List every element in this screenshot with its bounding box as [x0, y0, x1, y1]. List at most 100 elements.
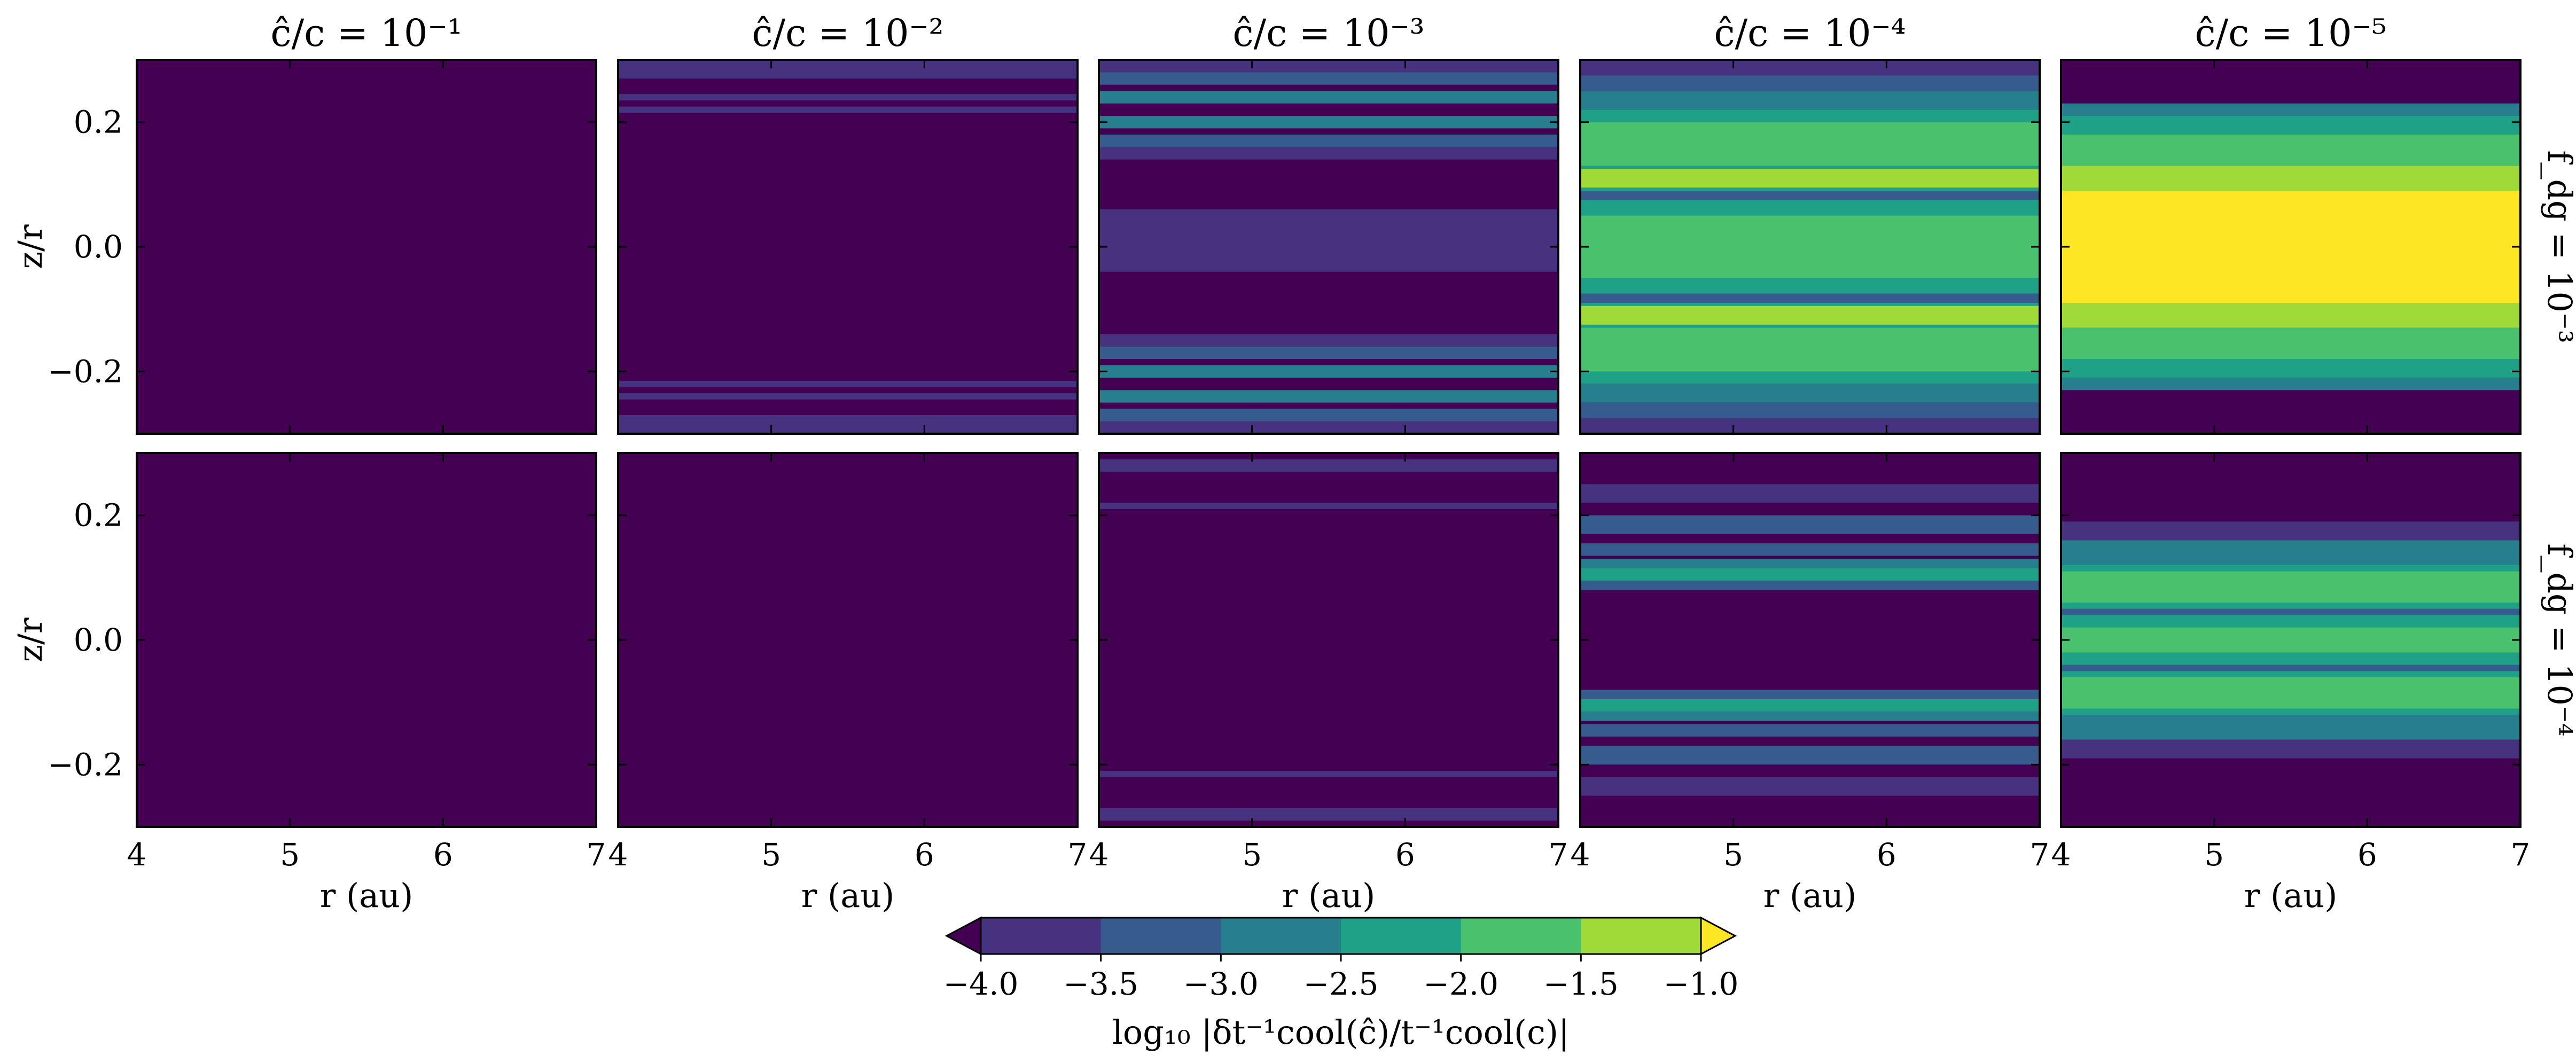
panel-r0-c4	[2060, 59, 2522, 435]
contour-band	[2061, 571, 2520, 603]
x-tick-label: 4	[1089, 837, 1109, 873]
row-label: f_dg = 10⁻⁴	[2540, 543, 2576, 736]
contour-band	[2061, 627, 2520, 653]
contour-band	[1099, 409, 1558, 421]
x-tick-label: 6	[915, 837, 934, 873]
x-tick-label: 4	[1571, 837, 1590, 873]
x-tick-label: 7	[1068, 837, 1088, 873]
colorbar-tick-label: −2.0	[1423, 966, 1498, 1002]
colorbar-tick-label: −3.0	[1183, 966, 1259, 1002]
row-label: f_dg = 10⁻³	[2540, 150, 2576, 343]
contour-band	[2061, 608, 2520, 615]
contour-band	[2061, 166, 2520, 191]
contour-band	[1099, 60, 1558, 73]
contour-band	[1580, 746, 2040, 765]
x-axis-label: r (au)	[320, 876, 413, 915]
contour-band	[1580, 60, 2040, 76]
x-axis-label: r (au)	[801, 876, 895, 915]
contour-band	[1580, 75, 2040, 91]
contour-band	[1099, 808, 1558, 821]
colorbar-label: log₁₀ |δt⁻¹cool(ĉ)/t⁻¹cool(c)|	[1112, 1013, 1570, 1052]
contour-band	[1099, 346, 1558, 359]
contour-band	[2061, 677, 2520, 709]
colorbar-segment	[1581, 918, 1701, 954]
contour-band	[1580, 515, 2040, 534]
contour-band	[2061, 378, 2520, 390]
x-tick-label: 5	[280, 837, 300, 873]
contour-band	[1099, 459, 1558, 472]
contour-band	[618, 94, 1078, 100]
panel-background	[137, 453, 596, 827]
contour-band	[1099, 209, 1558, 272]
contour-band	[1099, 365, 1558, 378]
contour-band	[2061, 521, 2520, 541]
contour-band	[2061, 540, 2520, 565]
x-tick-label: 7	[587, 837, 606, 873]
y-tick-label: −0.2	[48, 353, 123, 389]
contour-band	[2061, 715, 2520, 740]
x-tick-label: 5	[1723, 837, 1743, 873]
contour-band	[1580, 306, 2040, 325]
contour-band	[1580, 484, 2040, 503]
contour-band	[1580, 215, 2040, 278]
column-title: ĉ/c = 10⁻¹	[270, 11, 462, 55]
y-tick-label: −0.2	[48, 746, 123, 783]
contour-band	[1580, 418, 2040, 434]
contour-band	[1580, 402, 2040, 418]
panel-r0-c1	[617, 59, 1079, 435]
contour-band	[1580, 777, 2040, 796]
panel-background	[618, 60, 1078, 434]
panel-background	[137, 60, 596, 434]
x-axis-label: r (au)	[1282, 876, 1376, 915]
x-tick-label: 5	[761, 837, 781, 873]
contour-band	[618, 380, 1078, 387]
contour-band	[1580, 559, 2040, 568]
x-tick-label: 6	[433, 837, 453, 873]
panel-background	[1580, 453, 2040, 827]
column-titles: ĉ/c = 10⁻¹ ĉ/c = 10⁻² ĉ/c = 10⁻³ ĉ/c = 10⁻⁴…	[270, 11, 2386, 55]
colorbar-tick-label: −1.0	[1664, 966, 1739, 1002]
column-title: ĉ/c = 10⁻⁴	[1714, 11, 1906, 55]
panel-r1-c4: 4 5 6 7	[2051, 452, 2530, 873]
panel-background	[1099, 453, 1558, 827]
contour-band	[1580, 384, 2040, 403]
panel-r0-c3	[1579, 59, 2041, 435]
contour-band	[618, 415, 1078, 434]
contour-band	[1580, 122, 2040, 166]
x-tick-label: 4	[127, 837, 147, 873]
contour-band	[1580, 327, 2040, 372]
contour-band	[1580, 191, 2040, 200]
panel-r1-c3: 4 5 6 7	[1571, 452, 2049, 873]
contour-band	[2061, 327, 2520, 359]
y-axis-label: z/r	[11, 224, 50, 269]
column-title: ĉ/c = 10⁻³	[1232, 11, 1424, 55]
x-tick-label: 6	[1395, 837, 1415, 873]
contour-band	[1580, 712, 2040, 721]
panel-r1-c0: 4 5 6 7 0.2 0.0 −0.2	[48, 452, 606, 873]
colorbar-extend-low	[944, 916, 982, 956]
contour-band	[1099, 334, 1558, 347]
x-axis-label: r (au)	[1763, 876, 1857, 915]
x-tick-label: 6	[1877, 837, 1896, 873]
contour-band	[1580, 543, 2040, 556]
colorbar-segment	[1461, 918, 1582, 954]
colorbar-extend-high	[1700, 916, 1737, 956]
contour-band	[1099, 135, 1558, 147]
y-tick-label: 0.0	[74, 622, 123, 658]
contour-band	[1099, 421, 1558, 434]
x-tick-label: 7	[1549, 837, 1568, 873]
contour-band	[1099, 503, 1558, 509]
colorbar-segment	[1100, 918, 1222, 954]
contour-band	[2061, 103, 2520, 116]
y-tick-label: 0.2	[74, 497, 123, 534]
colorbar-tick-label: −4.0	[943, 966, 1019, 1002]
panel-r0-c2	[1098, 59, 1559, 435]
colorbar-tick-label: −2.5	[1303, 966, 1379, 1002]
x-tick-label: 5	[2204, 837, 2224, 873]
panel-r1-c1: 4 5 6 7	[608, 452, 1088, 873]
contour-band	[2061, 739, 2520, 759]
axis-labels: z/r z/r r (au) r (au) r (au) r (au) r (au)	[11, 224, 2337, 915]
contour-band	[1099, 72, 1558, 85]
panel-r0-c0: 0.2 0.0 −0.2	[48, 59, 597, 435]
